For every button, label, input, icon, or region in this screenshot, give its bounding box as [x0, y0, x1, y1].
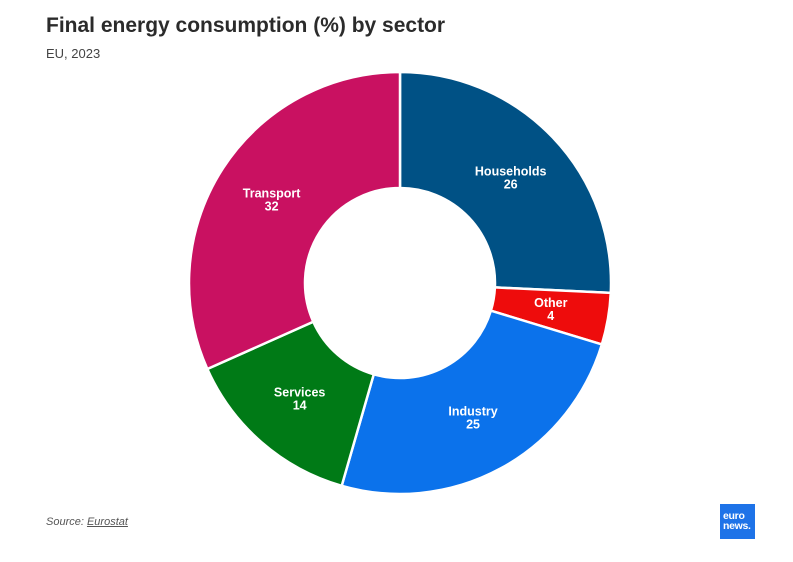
- logo-text-top: euro: [723, 510, 745, 522]
- slice-label-services: Services: [274, 385, 325, 399]
- slice-value-households: 26: [504, 177, 518, 191]
- slice-value-transport: 32: [265, 200, 279, 214]
- slice-label-other: Other: [534, 296, 567, 310]
- slice-households[interactable]: [398, 70, 613, 295]
- chart-subtitle: EU, 2023: [46, 46, 101, 61]
- logo-text-bottom: news.: [723, 520, 751, 532]
- source-prefix: Source:: [46, 516, 87, 528]
- slice-value-other: 4: [547, 309, 554, 323]
- slice-label-transport: Transport: [243, 187, 301, 201]
- slice-value-industry: 25: [466, 417, 480, 431]
- donut-slices: [187, 70, 613, 496]
- source-link[interactable]: Eurostat: [86, 516, 128, 528]
- slice-label-households: Households: [475, 164, 547, 178]
- slice-transport[interactable]: [187, 70, 402, 371]
- source-note: Source: Eurostat: [46, 516, 128, 528]
- slice-industry[interactable]: [340, 309, 604, 496]
- chart-title: Final energy consumption (%) by sector: [46, 14, 446, 37]
- slice-services[interactable]: [206, 320, 376, 488]
- slice-label-industry: Industry: [448, 404, 497, 418]
- euronews-logo: euro news.: [720, 504, 755, 539]
- slice-value-services: 14: [293, 398, 307, 412]
